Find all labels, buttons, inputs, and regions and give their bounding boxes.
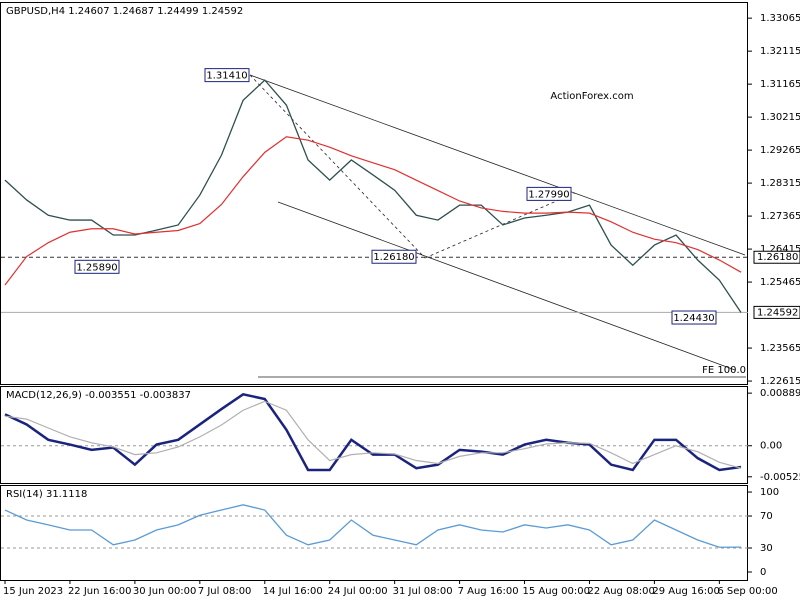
last-price-label: 1.24592	[757, 307, 798, 318]
fe-label: FE 100.0	[702, 365, 746, 376]
y-tick-label: 1.23565	[760, 343, 800, 354]
y-tick-label: 1.26415	[760, 244, 800, 255]
annotation-label: 1.26180	[373, 252, 414, 263]
channel-lower	[277, 201, 736, 371]
y-tick-label: 1.28315	[760, 178, 800, 189]
annotation-label: 1.25890	[76, 262, 117, 273]
y-tick-label: 1.33065	[760, 13, 800, 24]
x-tick-label: 15 Jun 2023	[3, 586, 63, 597]
series-line	[4, 400, 742, 469]
panel-title: MACD(12,26,9) -0.003551 -0.003837	[6, 390, 191, 401]
y-tick-label: 1.29265	[760, 145, 800, 156]
y-tick-label: 100	[760, 487, 779, 498]
panel-title: GBPUSD,H4 1.24607 1.24687 1.24499 1.2459…	[6, 6, 243, 17]
series-line	[4, 392, 742, 472]
y-tick-label: 1.27365	[760, 211, 800, 222]
x-tick-label: 15 Aug 00:00	[523, 586, 590, 597]
x-tick-label: 31 Jul 08:00	[393, 586, 453, 597]
x-tick-label: 6 Sep 00:00	[717, 586, 777, 597]
y-tick-label: 1.31165	[760, 79, 800, 90]
x-tick-label: 22 Jun 16:00	[68, 586, 132, 597]
price-panel	[0, 2, 748, 385]
y-tick-label: 0	[760, 567, 766, 578]
x-tick-label: 7 Aug 16:00	[458, 586, 519, 597]
series-line	[4, 504, 742, 548]
annotation-box	[371, 249, 417, 264]
y-tick-label: 0.008894	[760, 388, 800, 399]
channel-upper	[249, 74, 746, 256]
fib-line	[249, 74, 426, 259]
y-tick-label: 1.32115	[760, 46, 800, 57]
watermark: ActionForex.com	[550, 91, 633, 102]
x-tick-label: 24 Jul 00:00	[328, 586, 388, 597]
rsi-panel	[0, 485, 748, 581]
x-tick-label: 22 Aug 08:00	[587, 586, 654, 597]
annotation-box	[74, 259, 120, 274]
axis-label-box	[753, 250, 800, 264]
y-tick-label: 70	[760, 511, 773, 522]
y-tick-label: 1.22615	[760, 376, 800, 387]
x-tick-label: 14 Jul 16:00	[263, 586, 323, 597]
annotation-box	[204, 68, 250, 83]
macd-panel	[0, 386, 748, 484]
panel-title: RSI(14) 31.1118	[6, 489, 87, 500]
y-tick-label: 30	[760, 543, 773, 554]
axis-price-label: 1.26180	[757, 252, 798, 263]
annotation-box	[671, 310, 717, 325]
x-tick-label: 29 Aug 16:00	[652, 586, 719, 597]
x-tick-label: 30 Jun 00:00	[133, 586, 197, 597]
y-tick-label: 1.25465	[760, 277, 800, 288]
annotation-label: 1.31410	[206, 71, 247, 82]
annotation-box	[526, 186, 572, 201]
annotation-label: 1.27990	[528, 189, 569, 200]
y-tick-label: 1.30215	[760, 112, 800, 123]
annotation-label: 1.24430	[673, 313, 714, 324]
y-tick-label: 0.00	[760, 441, 782, 452]
series-line	[4, 79, 742, 313]
series-line	[4, 136, 742, 286]
axis-label-box	[753, 305, 800, 319]
x-tick-label: 7 Jul 08:00	[198, 586, 252, 597]
y-tick-label: -0.005252	[760, 472, 800, 483]
